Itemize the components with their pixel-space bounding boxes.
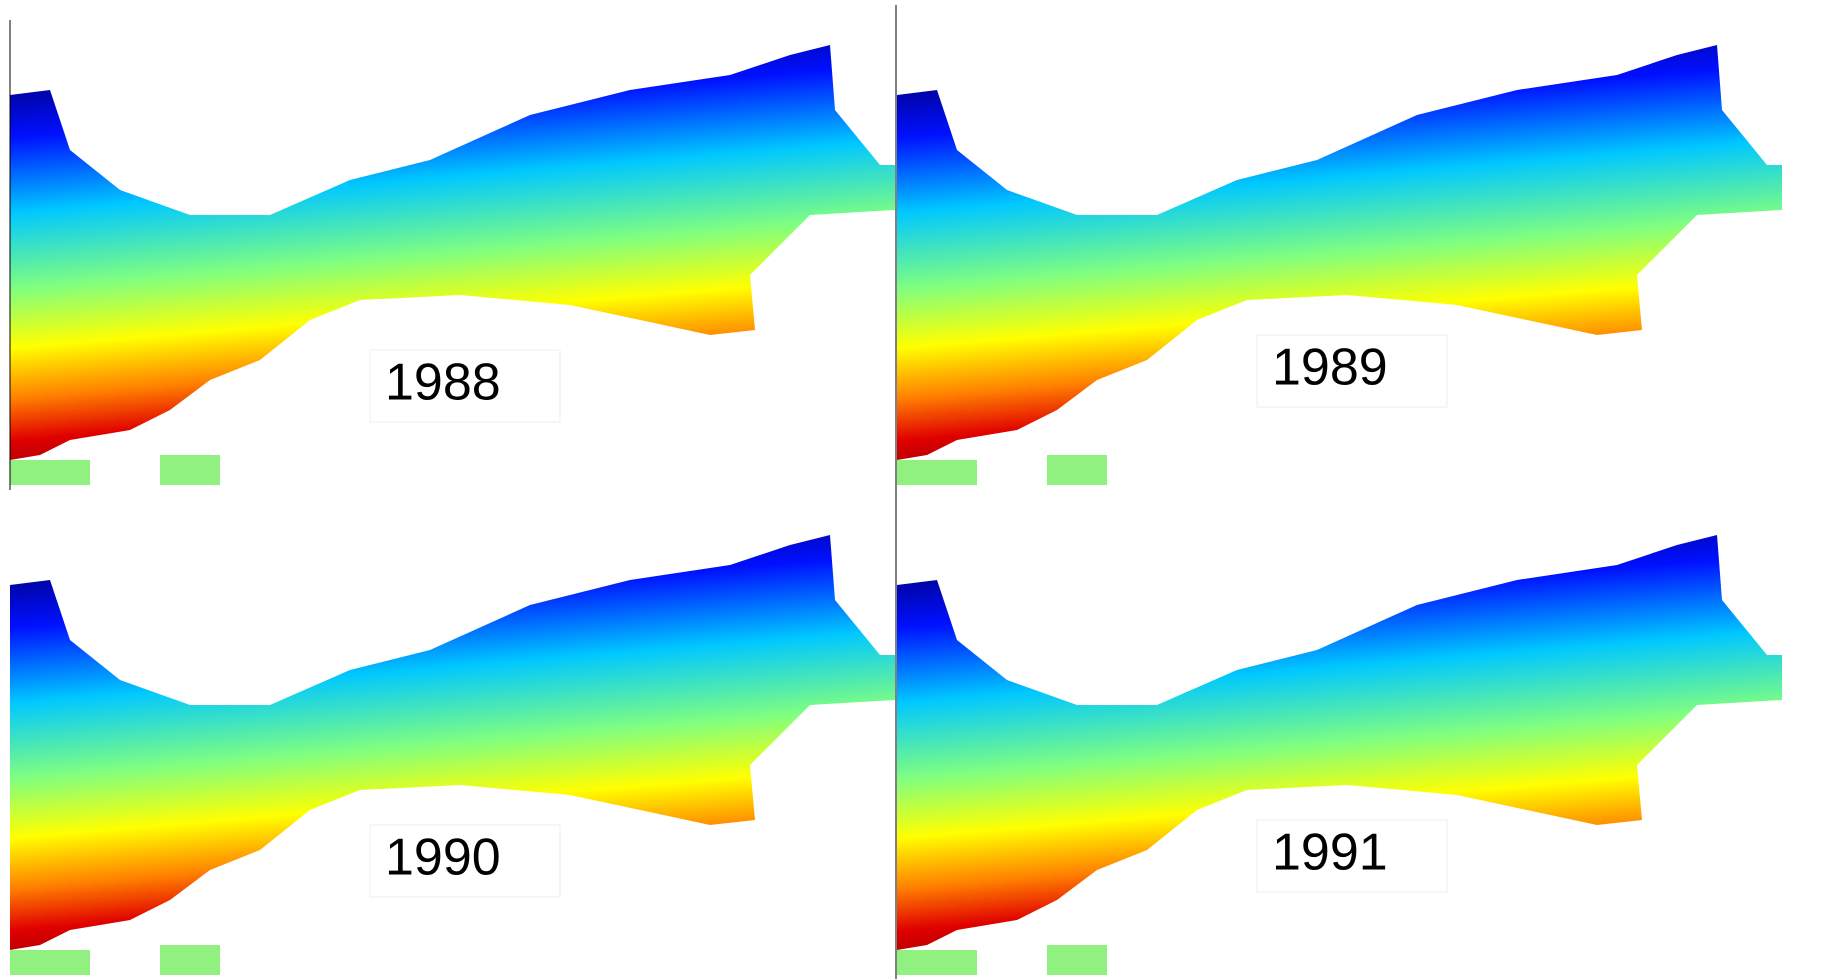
map — [897, 535, 1782, 975]
panel-1990: 1990 — [10, 535, 895, 975]
panel-1988: 1988 — [10, 45, 895, 485]
panel-1991: 1991 — [897, 535, 1782, 975]
label-box — [369, 349, 561, 423]
label-box — [1256, 819, 1448, 893]
year-label: 1989 — [1272, 339, 1388, 397]
panel-1989: 1989 — [897, 45, 1782, 485]
map — [897, 45, 1782, 485]
label-box — [369, 824, 561, 898]
year-label: 1988 — [385, 354, 501, 412]
map — [10, 535, 895, 975]
label-box — [1256, 334, 1448, 408]
year-label: 1990 — [385, 829, 501, 887]
year-label: 1991 — [1272, 824, 1388, 882]
